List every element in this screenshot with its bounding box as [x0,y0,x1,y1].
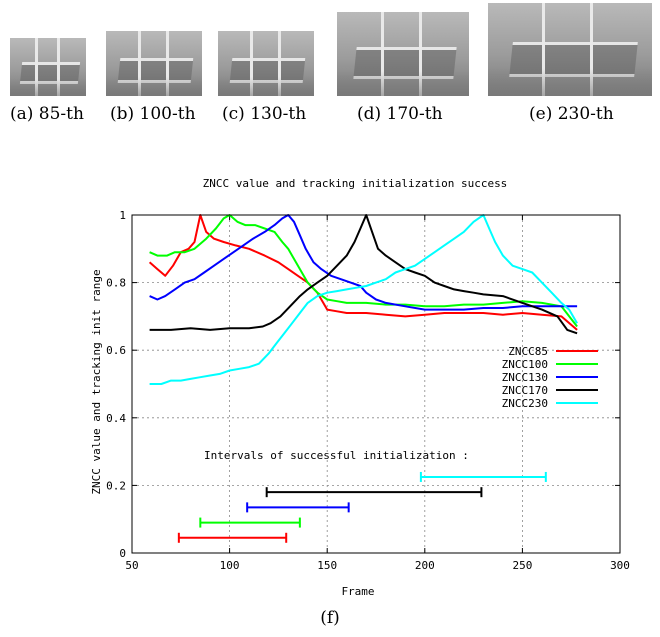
x-axis-label: Frame [341,585,374,598]
y-tick-label: 0.8 [106,277,126,290]
thumbnail-image-c [218,31,314,96]
thumbnail-image-a [10,38,86,96]
legend-label-zncc100: ZNCC100 [502,358,548,371]
thumbnail-image-d [337,12,469,96]
intervals-annotation: Intervals of successful initialization : [204,449,469,462]
y-tick-label: 1 [119,209,126,222]
x-tick-label: 200 [415,559,435,572]
x-tick-label: 100 [220,559,240,572]
series-line-zncc230 [149,214,578,385]
x-tick-label: 300 [610,559,630,572]
x-tick-label: 150 [317,559,337,572]
legend-label-zncc170: ZNCC170 [502,384,548,397]
legend-label-zncc130: ZNCC130 [502,371,548,384]
x-tick-label: 250 [512,559,532,572]
y-tick-label: 0.6 [106,344,126,357]
thumbnail-caption-b: (b) 100-th [110,104,196,124]
y-tick-label: 0 [119,547,126,560]
thumbnail-caption-e: (e) 230-th [529,104,614,124]
interval-bars [177,471,547,543]
thumbnail-caption-c: (c) 130-th [222,104,307,124]
grid [131,214,621,554]
series-lines [148,214,578,385]
series-line-zncc100 [149,214,578,328]
y-axis-label: ZNCC value and tracking init range [90,269,103,494]
thumbnail-caption-d: (d) 170-th [357,104,443,124]
y-tick-label: 0.2 [106,479,126,492]
thumbnail-image-b [106,31,202,96]
thumbnail-strip: (a) 85-th (b) 100-th (c) 130-th (d) 170-… [0,0,660,140]
x-tick-label: 50 [125,559,138,572]
series-line-zncc170 [149,214,578,335]
chart-title: ZNCC value and tracking initialization s… [203,177,508,190]
tick-labels: 50 100 150 200 250 300 0 0.2 0.4 0.6 0.8 1 [106,209,630,572]
figure-caption: (f) [320,608,340,628]
y-tick-label: 0.4 [106,412,126,425]
thumbnail-image-e [488,3,652,96]
thumbnail-caption-a: (a) 85-th [10,104,84,124]
plot-frame [131,214,621,554]
legend-label-zncc85: ZNCC85 [508,345,548,358]
legend-label-zncc230: ZNCC230 [502,397,548,410]
series-line-zncc130 [149,214,578,311]
zncc-chart: ZNCC value and tracking initialization s… [90,177,630,598]
